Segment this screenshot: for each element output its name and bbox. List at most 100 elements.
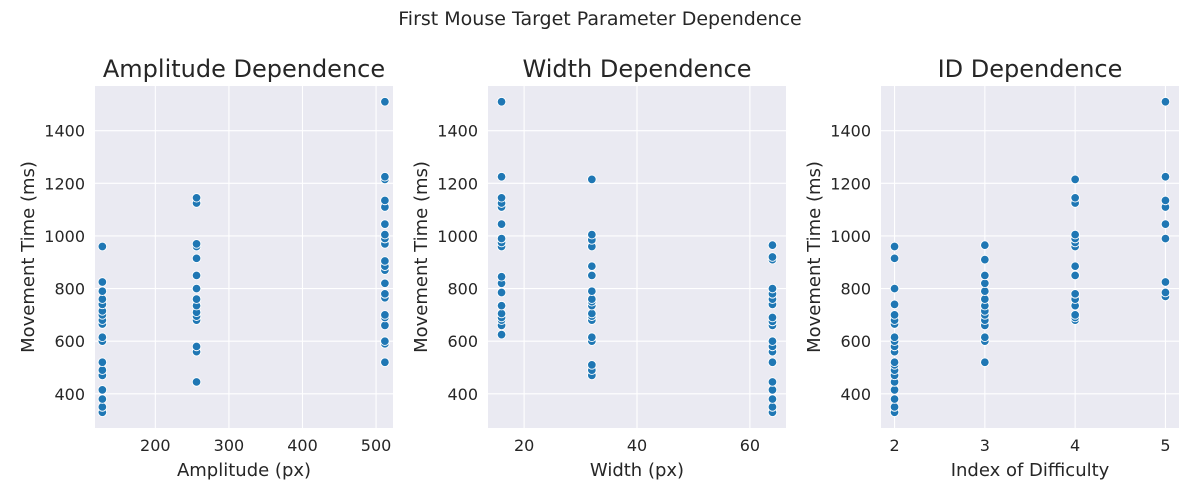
scatter-point <box>380 256 390 266</box>
y-tick-label: 1400 <box>830 122 871 141</box>
scatter-point <box>889 310 900 320</box>
scatter-point <box>767 385 778 395</box>
scatter-point <box>380 219 390 229</box>
scatter-point <box>889 283 900 294</box>
scatter-point <box>97 365 108 375</box>
y-axis-label-width: Movement Time (ms) <box>411 161 432 353</box>
scatter-point <box>767 377 778 387</box>
y-ticks-id: 400 600 800 1000 1200 1400 <box>830 122 871 404</box>
y-tick-label: 800 <box>447 280 478 299</box>
scatter-point <box>587 174 597 185</box>
scatter-point <box>191 283 202 294</box>
y-tick-label: 1200 <box>830 174 871 193</box>
scatter-point <box>97 286 108 296</box>
scatter-point <box>889 253 900 264</box>
scatter-point <box>496 193 507 203</box>
points-amplitude <box>97 97 390 417</box>
scatter-point <box>97 241 108 252</box>
scatter-point <box>767 252 778 262</box>
y-tick-label: 1200 <box>437 174 478 193</box>
scatter-point <box>1160 277 1171 287</box>
scatter-point <box>496 308 507 319</box>
scatter-point <box>980 332 990 342</box>
scatter-point <box>889 394 900 404</box>
scatter-point <box>191 270 202 281</box>
scatter-point <box>191 253 202 264</box>
scatter-point <box>496 271 507 282</box>
scatter-point <box>587 229 597 240</box>
figure-title: First Mouse Target Parameter Dependence <box>398 8 801 30</box>
y-ticks-width: 400 600 800 1000 1200 1400 <box>437 122 478 404</box>
scatter-point <box>191 294 202 304</box>
scatter-point <box>380 310 390 320</box>
y-tick-label: 600 <box>54 332 85 351</box>
y-tick-label: 400 <box>54 385 85 404</box>
scatter-point <box>1160 219 1171 229</box>
y-tick-label: 1000 <box>437 227 478 246</box>
scatter-point <box>380 336 390 346</box>
scatter-point <box>587 332 597 342</box>
x-tick-label: 20 <box>514 436 534 455</box>
gridlines-amplitude <box>95 86 393 428</box>
scatter-point <box>97 394 108 404</box>
y-tick-label: 600 <box>840 332 871 351</box>
panel-id: 2 3 4 5 400 600 800 1000 1200 1400 ID Dependence… <box>804 55 1179 481</box>
scatter-point <box>97 332 108 342</box>
scatter-point <box>1160 172 1171 182</box>
scatter-point <box>380 357 390 367</box>
x-axis-label-id: Index of Difficulty <box>951 460 1110 481</box>
scatter-point <box>587 308 597 319</box>
gridlines-width <box>488 86 786 428</box>
scatter-point <box>380 320 390 331</box>
scatter-point <box>889 332 900 342</box>
scatter-point <box>767 402 778 412</box>
y-tick-label: 1000 <box>44 227 85 246</box>
scatter-point <box>496 219 507 229</box>
scatter-point <box>980 286 990 296</box>
scatter-point <box>380 172 390 182</box>
scatter-point <box>889 299 900 310</box>
x-ticks-id: 2 3 4 5 <box>889 436 1170 455</box>
scatter-point <box>1160 97 1171 107</box>
scatter-point <box>587 286 597 296</box>
scatter-point <box>496 172 507 182</box>
y-tick-label: 800 <box>54 280 85 299</box>
plot-area-id <box>881 86 1179 428</box>
y-tick-label: 800 <box>840 280 871 299</box>
x-ticks-width: 20 40 60 <box>514 436 760 455</box>
scatter-point <box>191 341 202 352</box>
scatter-point <box>889 357 900 367</box>
scatter-point <box>496 233 507 244</box>
scatter-point <box>496 329 507 340</box>
panel-width: 20 40 60 400 600 800 1000 1200 1400 Width Depen… <box>411 55 786 481</box>
panel-title-amplitude: Amplitude Dependence <box>103 55 385 83</box>
scatter-point <box>380 289 390 299</box>
scatter-point <box>767 240 778 250</box>
scatter-point <box>587 261 597 271</box>
scatter-point <box>980 294 990 304</box>
x-tick-label: 300 <box>214 436 245 455</box>
scatter-point <box>767 336 778 346</box>
scatter-point <box>980 240 990 250</box>
scatter-point <box>587 270 597 281</box>
scatter-point <box>380 278 390 289</box>
panel-amplitude: 200 300 400 500 400 600 800 1000 1200 1400 Ampli… <box>18 55 393 481</box>
y-tick-label: 1000 <box>830 227 871 246</box>
scatter-point <box>767 312 778 323</box>
x-axis-label-width: Width (px) <box>590 460 684 481</box>
scatter-point <box>97 277 108 287</box>
scatter-point <box>980 270 990 281</box>
scatter-point <box>587 360 597 370</box>
scatter-point <box>97 357 108 367</box>
scatter-point <box>980 254 990 265</box>
y-tick-label: 400 <box>447 385 478 404</box>
scatter-point <box>1160 287 1171 298</box>
points-id <box>889 97 1171 417</box>
y-tick-label: 400 <box>840 385 871 404</box>
x-ticks-amplitude: 200 300 400 500 <box>140 436 391 455</box>
x-tick-label: 5 <box>1160 436 1170 455</box>
x-tick-label: 400 <box>287 436 318 455</box>
y-tick-label: 1400 <box>44 122 85 141</box>
x-tick-label: 3 <box>980 436 990 455</box>
